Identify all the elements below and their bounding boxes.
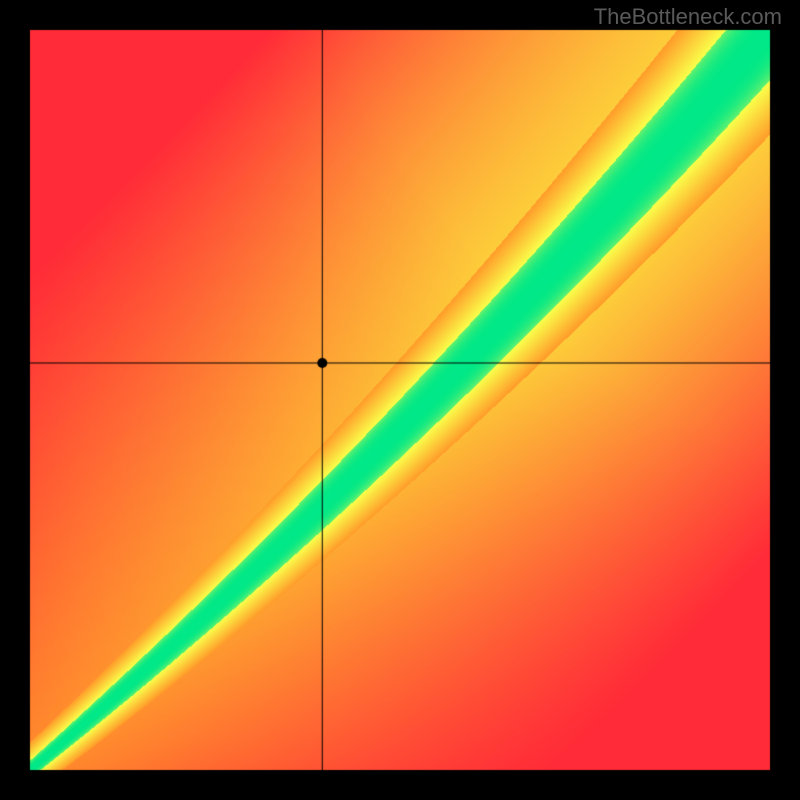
watermark-text: TheBottleneck.com: [594, 4, 782, 30]
chart-container: TheBottleneck.com: [0, 0, 800, 800]
bottleneck-heatmap-canvas: [0, 0, 800, 800]
